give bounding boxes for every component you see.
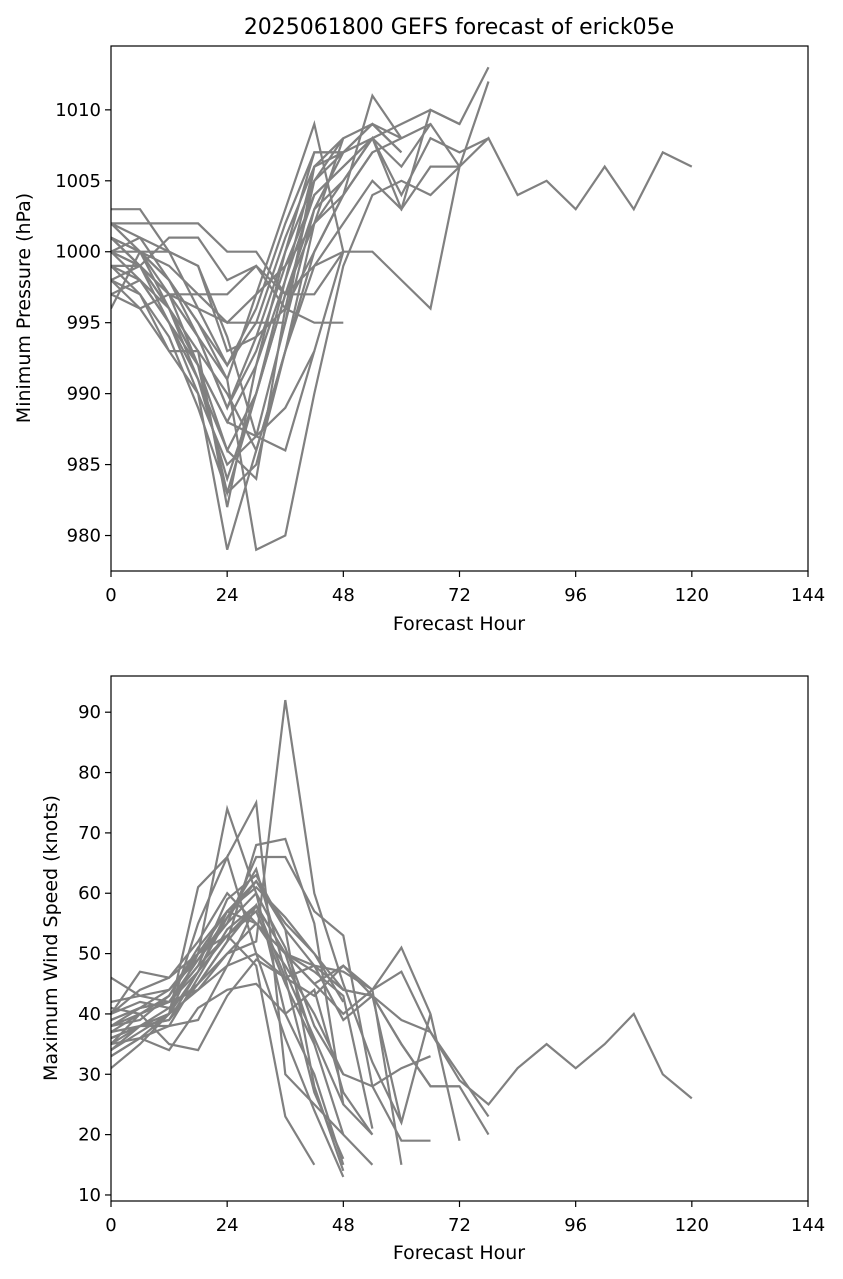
pressure-member-line-21 [111, 151, 344, 508]
pressure-y-tick-label: 1000 [55, 242, 101, 263]
pressure-y-tick-label: 995 [67, 313, 101, 334]
pressure-y-tick-label: 990 [67, 384, 101, 405]
pressure-member-line-2 [111, 136, 489, 411]
wind-x-tick-label: 48 [332, 1215, 355, 1236]
pressure-x-tick-label: 48 [332, 585, 355, 606]
wind-member-line-16 [111, 934, 316, 1166]
pressure-y-tick-label: 980 [67, 526, 101, 547]
wind-x-tick-label: 0 [105, 1215, 116, 1236]
wind-y-tick-label: 80 [78, 763, 101, 784]
wind-member-line-18 [111, 982, 374, 1136]
pressure-member-line-23 [111, 119, 345, 383]
wind-member-line-15 [111, 903, 345, 1135]
pressure-x-axis-label: Forecast Hour [393, 613, 525, 635]
pressure-member-line-17 [111, 122, 403, 482]
wind-member-line-24 [111, 891, 345, 1075]
wind-y-tick-label: 20 [78, 1125, 101, 1146]
wind-y-axis-label: Maximum Wind Speed (knots) [40, 795, 62, 1081]
wind-member-line-19 [111, 945, 432, 1034]
wind-panel: Forecast Hour Maximum Wind Speed (knots)… [40, 675, 825, 1264]
pressure-x-tick-label: 72 [448, 585, 471, 606]
wind-member-line-23 [111, 909, 316, 1045]
pressure-y-tick-label: 1005 [55, 171, 101, 192]
wind-y-tick-label: 90 [78, 702, 101, 723]
wind-y-tick-label: 30 [78, 1064, 101, 1085]
wind-series-group [111, 699, 693, 1178]
pressure-y-tick-label: 1010 [55, 100, 101, 121]
pressure-y-tick-label: 985 [67, 455, 101, 476]
pressure-x-tick-label: 0 [105, 585, 116, 606]
pressure-member-line-12 [111, 222, 345, 296]
wind-x-tick-label: 24 [216, 1215, 239, 1236]
wind-y-tick-label: 10 [78, 1185, 101, 1206]
wind-x-tick-label: 144 [791, 1215, 825, 1236]
wind-y-tick-label: 40 [78, 1004, 101, 1025]
pressure-x-tick-label: 120 [675, 585, 709, 606]
pressure-panel: Forecast Hour Minimum Pressure (hPa) 0 24… [13, 45, 825, 635]
wind-y-tick-label: 70 [78, 823, 101, 844]
pressure-series-group [111, 66, 693, 552]
pressure-x-tick-label: 144 [791, 585, 825, 606]
pressure-y-axis-label: Minimum Pressure (hPa) [13, 193, 35, 423]
pressure-member-line-16 [111, 151, 374, 353]
pressure-member-line-24 [111, 137, 345, 324]
wind-member-line-17 [111, 958, 403, 1165]
wind-y-tick-label: 60 [78, 883, 101, 904]
pressure-member-line-15 [111, 236, 316, 452]
pressure-member-line-19 [111, 137, 374, 498]
wind-member-line-21 [111, 909, 374, 1129]
pressure-x-tick-label: 24 [216, 585, 239, 606]
wind-x-axis-label: Forecast Hour [393, 1242, 525, 1264]
wind-y-tick-label: 50 [78, 944, 101, 965]
wind-x-tick-label: 120 [675, 1215, 709, 1236]
wind-x-tick-label: 72 [448, 1215, 471, 1236]
pressure-member-line-18 [111, 251, 345, 438]
wind-x-tick-label: 96 [564, 1215, 587, 1236]
wind-member-line-22 [111, 885, 345, 1033]
chart-title: 2025061800 GEFS forecast of erick05e [244, 15, 674, 40]
pressure-x-tick-label: 96 [564, 585, 587, 606]
